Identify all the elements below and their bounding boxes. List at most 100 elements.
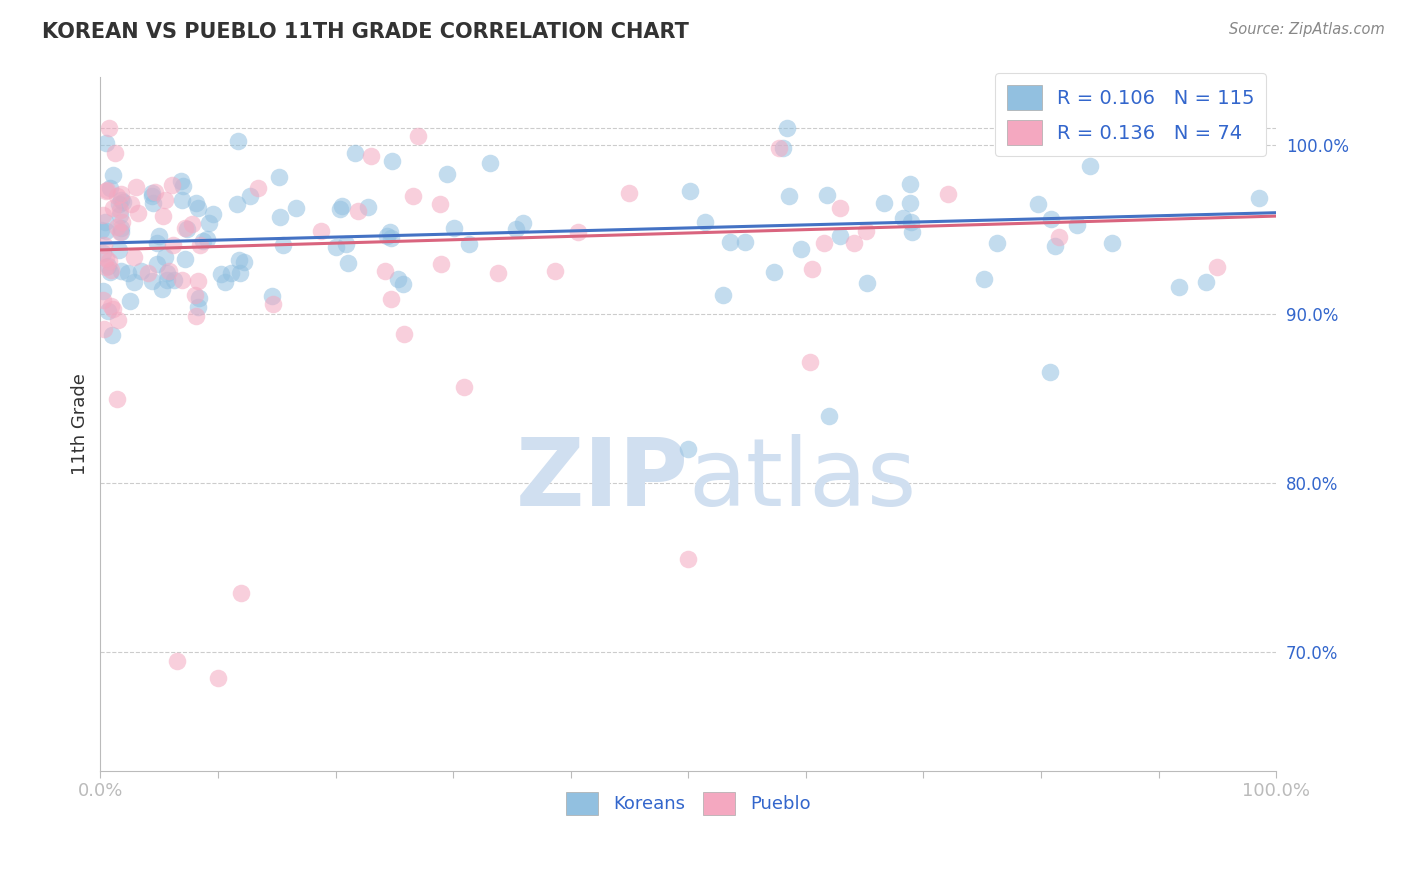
Point [776,121,799,136]
Point [406,128,429,143]
Point [100,181,122,195]
Text: ZIP: ZIP [516,434,688,525]
Point [478,156,501,170]
Point [269,169,291,184]
Point [228,253,250,268]
Point [801,262,824,277]
Point [111,215,134,229]
Point [97,254,120,268]
Point [94,260,117,275]
Point [768,141,790,155]
Point [187,202,209,216]
Point [91,208,114,222]
Point [443,220,465,235]
Point [170,173,193,187]
Point [93,215,115,229]
Point [269,210,291,224]
Point [97,121,120,136]
Point [105,220,128,235]
Point [198,216,221,230]
Point [1167,280,1189,294]
Point [166,654,188,668]
Point [778,188,800,202]
Point [233,255,256,269]
Point [226,197,249,211]
Point [186,309,208,323]
Point [98,265,121,279]
Point [392,277,415,291]
Point [1066,219,1088,233]
Point [100,299,122,313]
Point [818,409,841,423]
Point [1010,121,1032,136]
Point [94,184,117,198]
Point [772,141,794,155]
Point [284,202,307,216]
Point [173,220,195,235]
Point [263,297,285,311]
Point [402,189,425,203]
Point [173,252,195,267]
Point [855,224,877,238]
Point [101,201,124,215]
Point [1047,229,1070,244]
Point [108,203,131,218]
Point [162,273,184,287]
Point [91,245,114,260]
Point [110,263,132,277]
Point [231,586,253,600]
Point [207,671,229,685]
Point [146,235,169,250]
Point [356,200,378,214]
Point [1206,260,1229,274]
Point [901,225,924,239]
Point [97,260,120,274]
Point [214,276,236,290]
Point [141,188,163,202]
Point [219,266,242,280]
Point [394,327,416,342]
Point [1247,191,1270,205]
Point [103,302,125,317]
Point [329,202,352,216]
Point [108,225,131,239]
Point [141,274,163,288]
Point [676,442,699,457]
Point [790,242,813,256]
Point [91,284,114,298]
Point [125,179,148,194]
Point [1040,212,1063,227]
Point [105,392,128,406]
Point [129,263,152,277]
Point [148,229,170,244]
Point [332,198,354,212]
Text: atlas: atlas [688,434,917,525]
Point [828,229,851,244]
Point [271,237,294,252]
Point [325,240,347,254]
Point [209,267,232,281]
Point [141,186,163,200]
Point [108,208,131,222]
Point [343,145,366,160]
Point [183,288,205,302]
Text: Source: ZipAtlas.com: Source: ZipAtlas.com [1229,22,1385,37]
Point [898,177,921,191]
Point [898,196,921,211]
Point [347,203,370,218]
Point [387,272,409,286]
Point [505,222,527,236]
Point [763,265,786,279]
Point [172,179,194,194]
Point [973,272,995,286]
Point [872,196,894,211]
Point [1043,239,1066,253]
Point [188,291,211,305]
Point [380,292,402,306]
Point [153,193,176,207]
Point [544,263,567,277]
Point [226,134,249,148]
Point [124,275,146,289]
Point [1101,236,1123,251]
Point [110,225,132,239]
